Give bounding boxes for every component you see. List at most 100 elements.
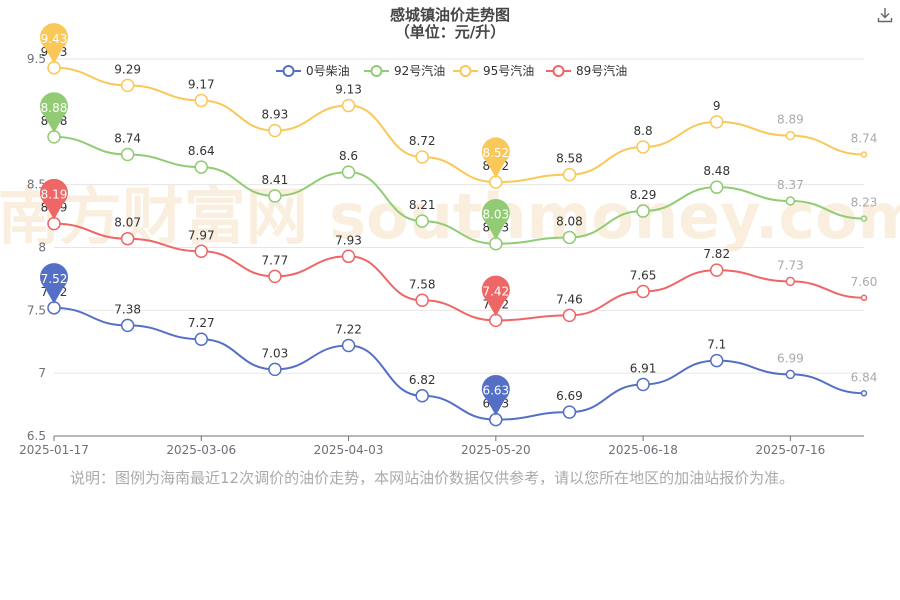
pin-label: 7.52 bbox=[41, 272, 68, 286]
pin-label: 6.63 bbox=[482, 384, 509, 398]
marker-pin: 6.63 bbox=[481, 374, 510, 416]
data-point[interactable] bbox=[268, 189, 282, 203]
legend-label: 0号柴油 bbox=[306, 64, 350, 78]
legend-item-3[interactable]: 89号汽油 bbox=[546, 63, 627, 78]
data-point[interactable] bbox=[341, 98, 356, 113]
footnote: 说明：图例为海南最近12次调价的油价走势，本网站油价数据仅供参考，请以您所在地区… bbox=[70, 469, 795, 487]
pin-shape bbox=[39, 23, 68, 64]
data-point[interactable] bbox=[194, 93, 209, 108]
data-label: 7.03 bbox=[262, 346, 289, 360]
pin-shape bbox=[40, 263, 68, 304]
data-point[interactable] bbox=[268, 362, 282, 377]
data-point[interactable] bbox=[120, 147, 135, 162]
marker-pin: 8.88 bbox=[40, 92, 68, 133]
data-point[interactable] bbox=[860, 390, 868, 397]
data-label: 8.74 bbox=[851, 132, 878, 146]
pin-label: 8.19 bbox=[41, 188, 68, 202]
data-label: 7.60 bbox=[851, 275, 878, 289]
y-tick-label: 7.5 bbox=[27, 303, 46, 317]
legend-marker bbox=[459, 65, 472, 77]
data-point[interactable] bbox=[562, 230, 577, 245]
y-tick-label: 7 bbox=[38, 366, 46, 380]
y-tick-label: 6.5 bbox=[27, 429, 46, 443]
data-label: 8.07 bbox=[114, 216, 141, 230]
y-tick-label: 9.5 bbox=[27, 52, 46, 66]
data-label: 8.89 bbox=[777, 113, 804, 127]
data-point[interactable] bbox=[120, 318, 135, 333]
data-point[interactable] bbox=[415, 389, 429, 403]
data-point[interactable] bbox=[709, 263, 724, 277]
data-label: 8.41 bbox=[262, 173, 289, 187]
series-lines bbox=[47, 61, 868, 427]
data-point[interactable] bbox=[785, 196, 796, 206]
data-point[interactable] bbox=[341, 249, 356, 264]
data-point[interactable] bbox=[415, 293, 429, 308]
data-point[interactable] bbox=[636, 204, 650, 218]
data-point[interactable] bbox=[785, 276, 796, 287]
marker-pin: 9.43 bbox=[39, 23, 68, 64]
data-point[interactable] bbox=[709, 353, 724, 368]
chart-subtitle: （单位：元/升） bbox=[394, 23, 506, 41]
data-point[interactable] bbox=[636, 284, 650, 299]
pin-label: 9.43 bbox=[41, 32, 68, 46]
legend: 0号柴油 92号汽油 95号汽油 89号汽油 bbox=[276, 63, 627, 78]
data-point[interactable] bbox=[341, 165, 356, 179]
data-point[interactable] bbox=[120, 78, 135, 93]
data-point[interactable] bbox=[268, 269, 282, 284]
legend-marker bbox=[282, 65, 295, 77]
data-label: 9.13 bbox=[335, 82, 362, 96]
download-icon[interactable] bbox=[876, 6, 894, 24]
pin-label: 8.52 bbox=[482, 146, 509, 160]
legend-marker bbox=[370, 65, 383, 77]
data-point[interactable] bbox=[860, 294, 868, 302]
data-label: 6.69 bbox=[556, 389, 583, 403]
data-point[interactable] bbox=[268, 123, 282, 138]
marker-pin: 7.42 bbox=[481, 275, 510, 317]
legend-item-2[interactable]: 95号汽油 bbox=[453, 63, 534, 78]
data-point[interactable] bbox=[636, 140, 650, 154]
data-label: 6.99 bbox=[777, 351, 804, 365]
data-point[interactable] bbox=[709, 180, 724, 194]
legend-label: 92号汽油 bbox=[394, 63, 445, 78]
data-point[interactable] bbox=[860, 215, 868, 222]
data-point[interactable] bbox=[636, 377, 650, 392]
data-label: 7.58 bbox=[409, 277, 436, 291]
pin-shape bbox=[39, 178, 68, 220]
data-point[interactable] bbox=[562, 167, 577, 182]
data-label: 8.72 bbox=[409, 134, 436, 148]
marker-pin: 8.52 bbox=[481, 137, 510, 179]
data-label: 8.48 bbox=[703, 164, 730, 178]
data-point[interactable] bbox=[860, 151, 868, 158]
data-point[interactable] bbox=[194, 160, 209, 174]
data-label: 8.93 bbox=[262, 108, 289, 122]
data-point[interactable] bbox=[562, 405, 577, 419]
data-point[interactable] bbox=[785, 369, 796, 380]
data-point[interactable] bbox=[415, 214, 429, 228]
legend-item-1[interactable]: 92号汽油 bbox=[364, 63, 445, 78]
data-point[interactable] bbox=[194, 244, 209, 259]
series-line-0 bbox=[53, 306, 865, 421]
pin-shape bbox=[481, 137, 510, 179]
data-point[interactable] bbox=[415, 150, 429, 164]
data-point[interactable] bbox=[709, 115, 724, 129]
data-label: 7.46 bbox=[556, 292, 583, 306]
data-point[interactable] bbox=[562, 308, 577, 323]
data-point[interactable] bbox=[120, 231, 135, 246]
data-point[interactable] bbox=[194, 332, 209, 346]
data-label: 7.73 bbox=[777, 258, 804, 272]
pin-shape bbox=[481, 275, 510, 317]
data-label: 7.65 bbox=[630, 268, 657, 282]
marker-pin: 8.19 bbox=[39, 178, 68, 220]
legend-label: 95号汽油 bbox=[483, 63, 534, 78]
data-label: 9.17 bbox=[188, 77, 215, 91]
data-label: 7.22 bbox=[335, 323, 362, 337]
data-label: 8.58 bbox=[556, 152, 583, 166]
data-point[interactable] bbox=[785, 130, 796, 141]
data-label: 8.6 bbox=[339, 149, 358, 163]
marker-pins: 7.52 6.63 8.88 8.03 9.43 8.52 8.19 7.42 bbox=[39, 23, 510, 416]
data-label: 9.29 bbox=[114, 62, 141, 76]
marker-pin: 8.03 bbox=[481, 199, 510, 240]
legend-item-0[interactable]: 0号柴油 bbox=[276, 64, 350, 78]
x-tick-label: 2025-05-20 bbox=[461, 443, 531, 457]
data-point[interactable] bbox=[341, 338, 356, 353]
